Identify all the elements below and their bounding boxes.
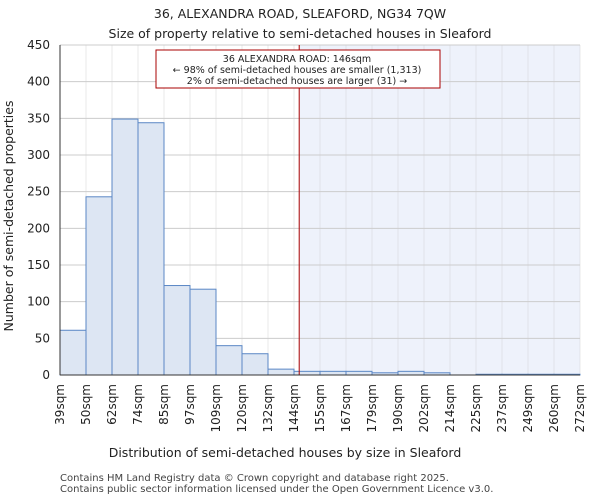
x-tick-label: 39sqm xyxy=(53,384,67,425)
marker-annotation: 36 ALEXANDRA ROAD: 146sqm ← 98% of semi-… xyxy=(155,49,441,89)
x-ticks: 39sqm 50sqm 62sqm 74sqm 85sqm 97sqm 109sqm 120s… xyxy=(53,384,587,432)
axes xyxy=(59,45,580,376)
bar xyxy=(85,196,113,376)
x-tick-label: 155sqm xyxy=(313,384,327,432)
bar xyxy=(137,122,165,376)
x-tick-label: 260sqm xyxy=(547,384,561,432)
bar xyxy=(111,118,139,376)
x-tick-label: 120sqm xyxy=(235,384,249,432)
y-tick-label: 450 xyxy=(27,38,50,52)
y-tick-label: 300 xyxy=(27,148,50,162)
annotation-line-2: ← 98% of semi-detached houses are smalle… xyxy=(173,65,422,76)
y-ticks: 0 50 100 150 200 250 300 350 400 450 xyxy=(27,38,50,382)
chart-subtitle: Size of property relative to semi-detach… xyxy=(109,26,492,41)
x-tick-label: 85sqm xyxy=(157,384,171,425)
x-tick-label: 225sqm xyxy=(469,384,483,432)
x-tick-label: 202sqm xyxy=(417,384,431,432)
x-tick-label: 97sqm xyxy=(183,384,197,425)
bar xyxy=(189,288,217,376)
bar xyxy=(267,368,295,376)
x-tick-label: 132sqm xyxy=(261,384,275,432)
y-tick-label: 400 xyxy=(27,75,50,89)
x-tick-label: 144sqm xyxy=(287,384,301,432)
x-tick-label: 214sqm xyxy=(443,384,457,432)
bar xyxy=(241,353,269,376)
x-tick-label: 62sqm xyxy=(105,384,119,425)
bar xyxy=(345,370,373,376)
x-tick-label: 272sqm xyxy=(573,384,587,432)
footer-line-1: Contains HM Land Registry data © Crown c… xyxy=(60,473,449,484)
y-tick-label: 0 xyxy=(42,368,50,382)
y-tick-label: 100 xyxy=(27,295,50,309)
larger-houses-region xyxy=(299,45,580,375)
bar xyxy=(59,329,87,376)
y-tick-label: 350 xyxy=(27,111,50,125)
bar xyxy=(319,370,347,376)
annotation-line-3: 2% of semi-detached houses are larger (3… xyxy=(187,76,407,87)
x-tick-label: 74sqm xyxy=(131,384,145,425)
bar xyxy=(397,370,425,376)
chart-title: 36, ALEXANDRA ROAD, SLEAFORD, NG34 7QW xyxy=(154,6,446,21)
x-tick-label: 50sqm xyxy=(79,384,93,425)
bars xyxy=(59,118,581,376)
x-tick-label: 190sqm xyxy=(391,384,405,432)
x-tick-label: 237sqm xyxy=(495,384,509,432)
y-tick-label: 200 xyxy=(27,221,50,235)
annotation-line-1: 36 ALEXANDRA ROAD: 146sqm xyxy=(223,54,371,65)
y-tick-label: 250 xyxy=(27,185,50,199)
y-tick-label: 50 xyxy=(35,331,50,345)
x-tick-label: 179sqm xyxy=(365,384,379,432)
x-tick-label: 167sqm xyxy=(339,384,353,432)
bar xyxy=(215,345,243,376)
x-axis-label: Distribution of semi-detached houses by … xyxy=(109,445,462,460)
y-tick-label: 150 xyxy=(27,258,50,272)
annotation-box xyxy=(155,49,441,89)
bar xyxy=(293,370,321,376)
x-tick-label: 249sqm xyxy=(521,384,535,432)
y-axis-label: Number of semi-detached properties xyxy=(1,101,16,332)
bar xyxy=(163,285,191,376)
footer-line-2: Contains public sector information licen… xyxy=(60,484,494,495)
x-tick-label: 109sqm xyxy=(209,384,223,432)
